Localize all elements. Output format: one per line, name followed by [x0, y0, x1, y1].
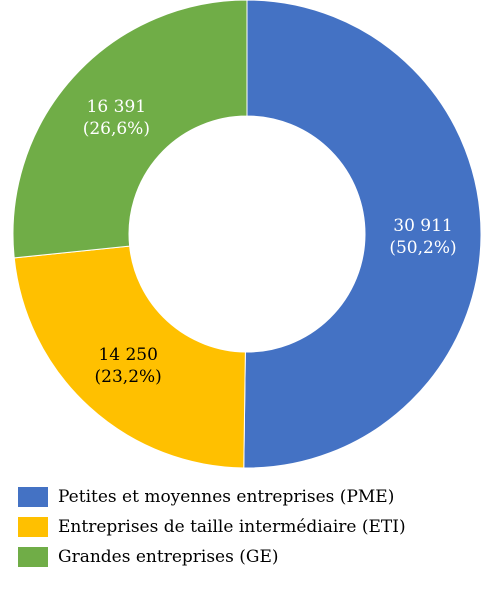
- legend-item-pme: Petites et moyennes entreprises (PME): [18, 486, 406, 508]
- slice-label-ge: 16 391 (26,6%): [83, 97, 150, 139]
- legend-swatch-eti: [18, 517, 48, 537]
- legend-swatch-ge: [18, 547, 48, 567]
- legend-swatch-pme: [18, 487, 48, 507]
- legend-label-eti: Entreprises de taille intermédiaire (ETI…: [58, 517, 406, 537]
- chart-legend: Petites et moyennes entreprises (PME) En…: [18, 486, 406, 576]
- legend-item-ge: Grandes entreprises (GE): [18, 546, 406, 568]
- slice-label-eti: 14 250 (23,2%): [95, 345, 162, 387]
- slice-label-pme: 30 911 (50,2%): [389, 216, 456, 258]
- legend-label-ge: Grandes entreprises (GE): [58, 547, 279, 567]
- slice-ge: [12, 0, 248, 259]
- slice-pme: [243, 0, 482, 469]
- slice-eti: [13, 245, 246, 469]
- legend-item-eti: Entreprises de taille intermédiaire (ETI…: [18, 516, 406, 538]
- donut-chart: 30 911 (50,2%) 14 250 (23,2%) 16 391 (26,6%): [12, 0, 482, 469]
- legend-label-pme: Petites et moyennes entreprises (PME): [58, 487, 395, 507]
